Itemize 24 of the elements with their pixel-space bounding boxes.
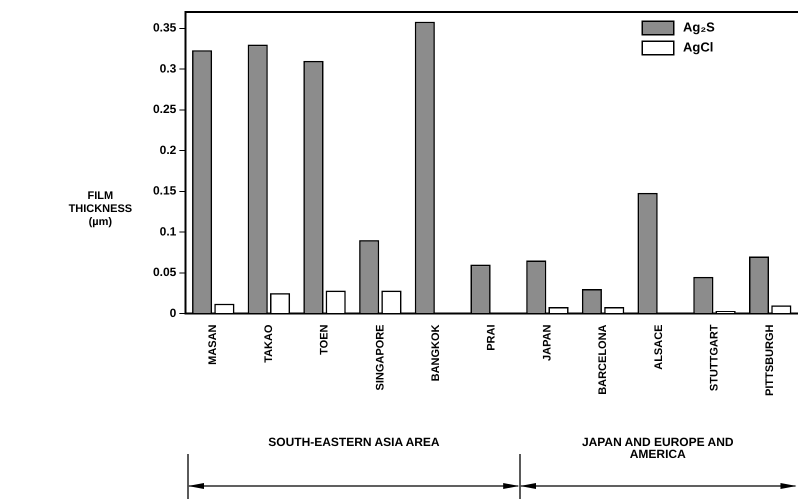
x-tick-label: PRAI	[486, 324, 498, 351]
y-axis-title: FILM THICKNESS (µm)	[68, 190, 134, 229]
y-tick-label: 0.05	[152, 265, 177, 280]
y-tick-label: 0.2	[160, 142, 177, 157]
x-tick-label: STUTTGART	[708, 324, 720, 392]
x-tick-label: ALSACE	[652, 324, 665, 370]
legend-label: Ag₂S	[683, 20, 716, 35]
text: SOUTH-EASTERN ASIA AREA	[267, 435, 441, 449]
x-tick-label: BARCELONA	[597, 324, 610, 395]
x-tick-label: BANGKOK	[430, 324, 442, 382]
x-tick-label: PITTSBURGH	[764, 324, 776, 396]
y-tick-label: 0.1	[160, 224, 177, 238]
y-tick-label: 0	[170, 306, 177, 320]
legend-label: AgCl	[683, 40, 714, 55]
y-tick-label: 0.25	[152, 102, 177, 116]
x-tick-label: TOEN	[318, 324, 331, 355]
x-tick-label: SINGAPORE	[374, 324, 386, 391]
x-tick-label: TAKAO	[262, 324, 275, 363]
y-tick-label: 0.15	[152, 184, 177, 198]
x-tick-label: MASAN	[207, 324, 220, 365]
text: JAPAN AND EUROPE AND AMERICA	[580, 435, 735, 461]
y-tick-label: 0.35	[152, 20, 177, 35]
x-tick-label: JAPAN	[541, 324, 554, 361]
y-tick-label: 0.3	[160, 61, 177, 76]
